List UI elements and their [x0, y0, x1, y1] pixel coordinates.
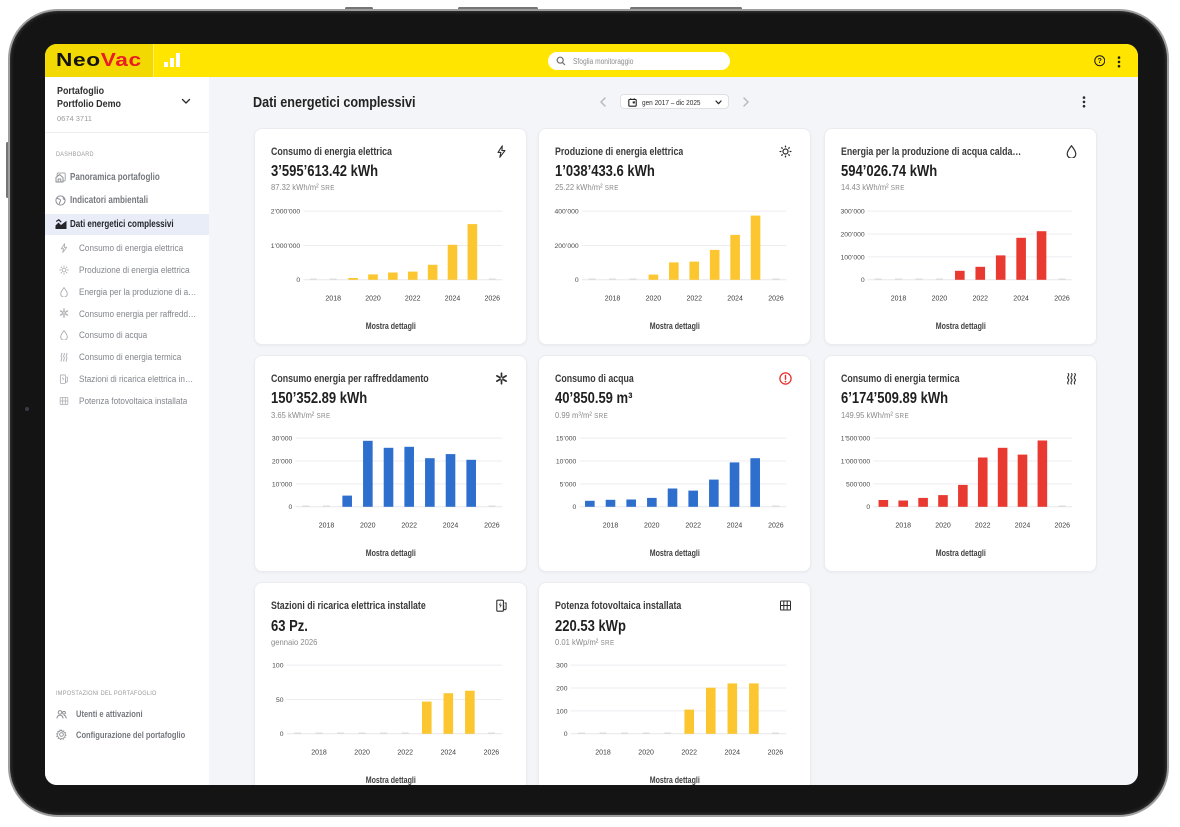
svg-text:300: 300 — [556, 663, 568, 670]
svg-text:2018: 2018 — [890, 295, 906, 302]
svg-text:20’000: 20’000 — [271, 458, 292, 465]
svg-text:2018: 2018 — [595, 749, 611, 756]
svg-text:2024: 2024 — [440, 749, 456, 756]
svg-text:5’000: 5’000 — [560, 481, 577, 488]
svg-text:200’000: 200’000 — [840, 231, 864, 238]
svg-text:400’000: 400’000 — [554, 208, 578, 215]
svg-text:2024: 2024 — [727, 295, 743, 302]
svg-text:0: 0 — [575, 277, 579, 284]
svg-text:2018: 2018 — [605, 295, 621, 302]
svg-text:2022: 2022 — [685, 522, 701, 529]
svg-text:2022: 2022 — [397, 749, 413, 756]
svg-text:2026: 2026 — [768, 522, 784, 529]
svg-text:2018: 2018 — [325, 295, 341, 302]
svg-text:1’500’000: 1’500’000 — [840, 435, 870, 442]
svg-text:2020: 2020 — [365, 295, 381, 302]
svg-text:2024: 2024 — [1014, 522, 1030, 529]
svg-text:100: 100 — [272, 663, 284, 670]
svg-text:2022: 2022 — [405, 295, 421, 302]
svg-text:2022: 2022 — [972, 295, 988, 302]
svg-text:2024: 2024 — [444, 295, 460, 302]
svg-text:2026: 2026 — [768, 749, 784, 756]
svg-text:2024: 2024 — [727, 522, 743, 529]
svg-text:2018: 2018 — [318, 522, 334, 529]
svg-text:2026: 2026 — [483, 749, 499, 756]
svg-text:100: 100 — [556, 708, 568, 715]
svg-text:10’000: 10’000 — [556, 458, 577, 465]
svg-text:10’000: 10’000 — [271, 481, 292, 488]
svg-text:15’000: 15’000 — [556, 435, 577, 442]
svg-text:0: 0 — [296, 277, 300, 284]
svg-text:100’000: 100’000 — [840, 254, 864, 261]
svg-text:0: 0 — [573, 504, 577, 511]
svg-text:2020: 2020 — [360, 522, 376, 529]
svg-text:2026: 2026 — [484, 295, 500, 302]
svg-text:?: ? — [1097, 58, 1101, 66]
svg-text:2020: 2020 — [646, 295, 662, 302]
svg-text:2020: 2020 — [935, 522, 951, 529]
svg-text:0: 0 — [279, 731, 283, 738]
svg-text:2022: 2022 — [401, 522, 417, 529]
svg-text:2026: 2026 — [768, 295, 784, 302]
svg-text:2024: 2024 — [1013, 295, 1029, 302]
svg-text:300’000: 300’000 — [840, 208, 864, 215]
svg-text:2’000’000: 2’000’000 — [270, 208, 300, 215]
svg-text:1’000’000: 1’000’000 — [270, 243, 300, 250]
svg-text:2018: 2018 — [603, 522, 619, 529]
svg-text:2020: 2020 — [931, 295, 947, 302]
svg-text:50: 50 — [276, 697, 284, 704]
svg-text:200: 200 — [556, 685, 568, 692]
svg-text:1’000’000: 1’000’000 — [840, 458, 870, 465]
svg-text:2022: 2022 — [681, 749, 697, 756]
svg-text:200’000: 200’000 — [554, 243, 578, 250]
svg-text:2020: 2020 — [638, 749, 654, 756]
svg-text:0: 0 — [288, 504, 292, 511]
svg-text:2022: 2022 — [975, 522, 991, 529]
svg-text:500’000: 500’000 — [846, 481, 870, 488]
svg-text:2026: 2026 — [1054, 295, 1070, 302]
svg-text:2024: 2024 — [724, 749, 740, 756]
svg-text:2018: 2018 — [311, 749, 327, 756]
svg-text:2020: 2020 — [644, 522, 660, 529]
svg-text:2024: 2024 — [442, 522, 458, 529]
svg-text:30’000: 30’000 — [271, 435, 292, 442]
svg-text:2026: 2026 — [1054, 522, 1070, 529]
svg-text:2022: 2022 — [686, 295, 702, 302]
svg-text:0: 0 — [861, 277, 865, 284]
svg-text:0: 0 — [564, 731, 568, 738]
svg-text:2026: 2026 — [484, 522, 500, 529]
svg-text:2018: 2018 — [895, 522, 911, 529]
svg-text:2020: 2020 — [354, 749, 370, 756]
svg-text:0: 0 — [866, 504, 870, 511]
